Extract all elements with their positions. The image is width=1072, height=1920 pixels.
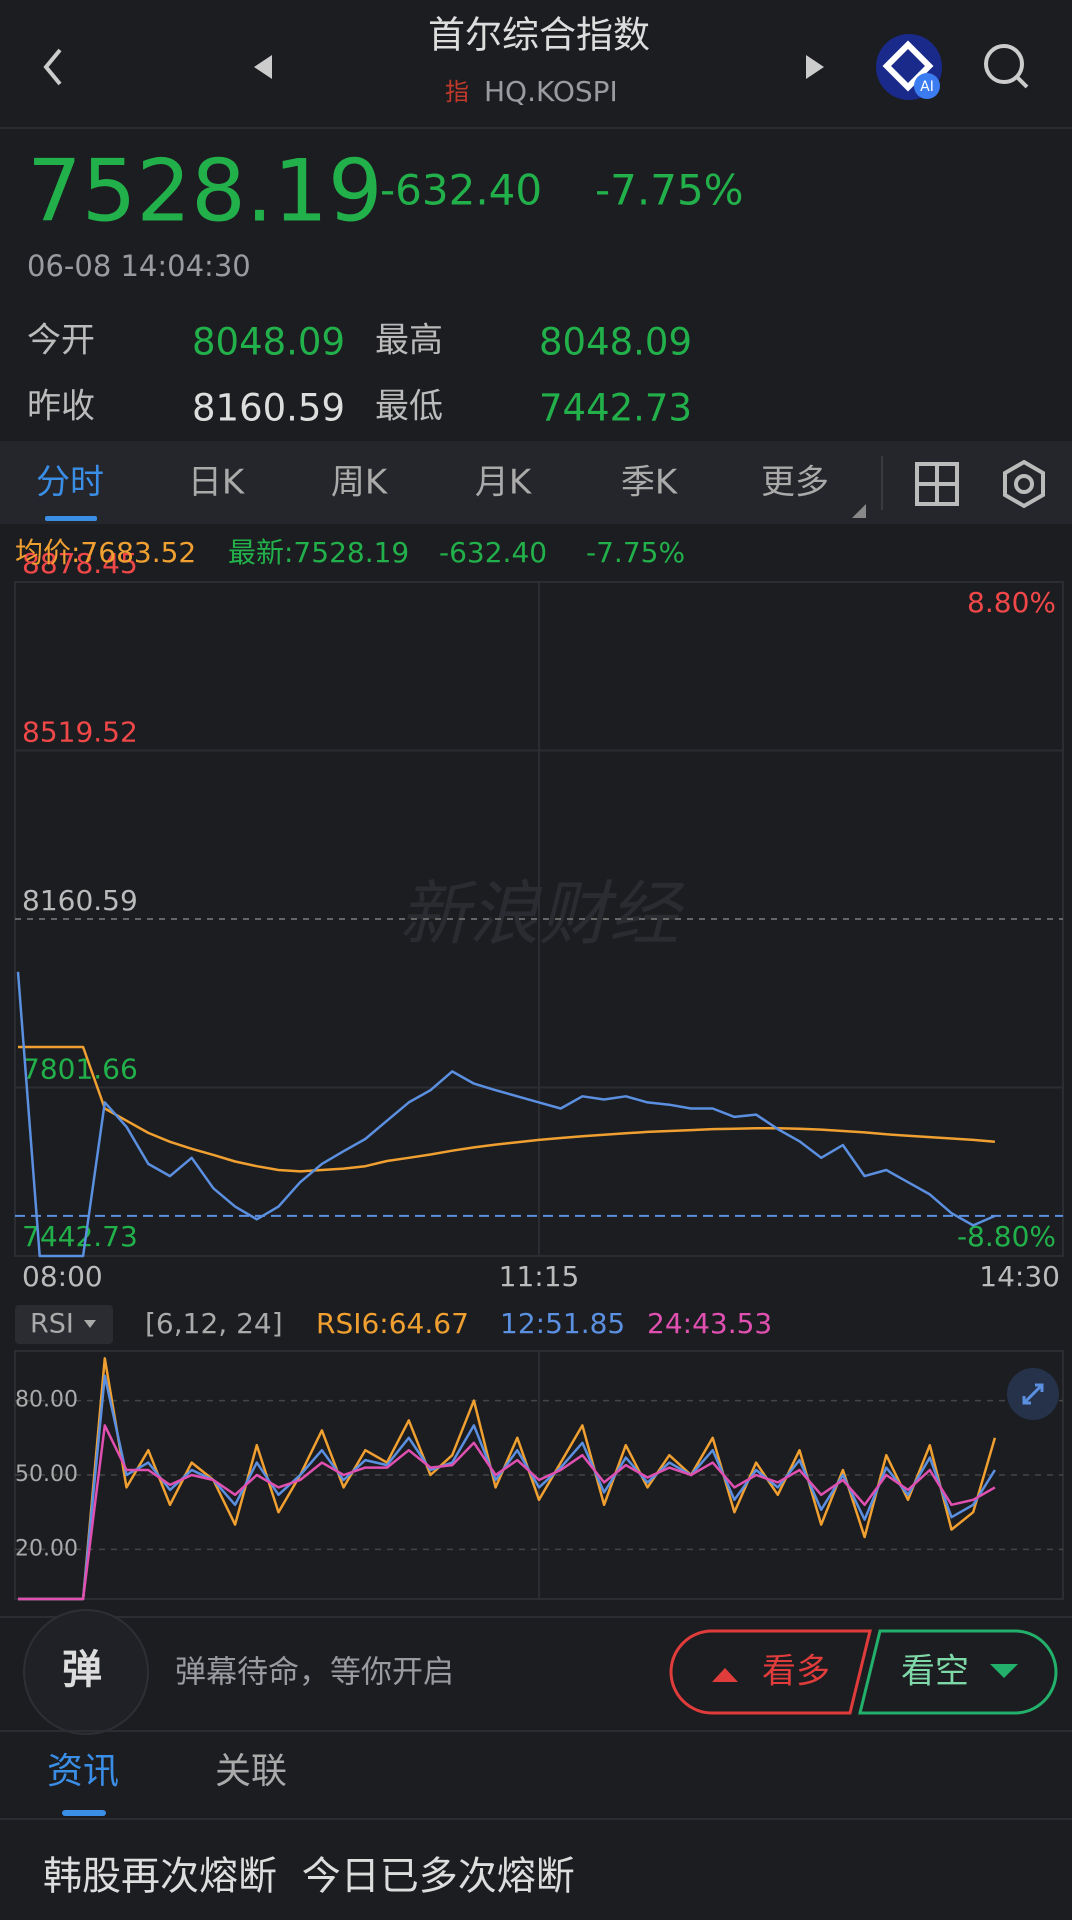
news-tab[interactable]: 资讯 [47, 1751, 119, 1792]
ai-label: AI [920, 79, 934, 95]
danmaku-icon: 弹 [62, 1647, 102, 1693]
legend-item: 最新:7528.19 [228, 536, 409, 569]
period-tabs: 分时 日K 周K 月K 季K 更多 [36, 463, 829, 503]
bearish-label: 看空 [901, 1652, 969, 1692]
period-tab[interactable]: 更多 [761, 463, 829, 503]
field-value: 8048.09 [192, 321, 345, 364]
bullish-label: 看多 [762, 1652, 830, 1692]
field-label: 昨收 [27, 387, 95, 427]
legend-item: 24:43.53 [647, 1307, 772, 1340]
last-price: 7528.19 [27, 141, 383, 241]
watermark: 新浪财经 [399, 873, 685, 955]
back-button[interactable] [43, 48, 62, 86]
x-tick-label: 11:15 [499, 1260, 580, 1293]
field-value: 7442.73 [539, 387, 692, 430]
danmaku-input[interactable]: 弹幕待命，等你开启 [175, 1655, 454, 1691]
y-tick-label: 8160.59 [22, 884, 138, 917]
tab-bar [0, 441, 1072, 524]
legend-annotation: -632.40 [439, 536, 547, 569]
field-label: 最低 [375, 387, 443, 427]
price-change: -632.40 [380, 166, 542, 215]
quote-time: 06-08 14:04:30 [27, 249, 251, 283]
legend-item: 均价:7683.52 [15, 536, 196, 569]
bullish-button[interactable] [669, 1629, 872, 1715]
y-tick-label: 8878.45 [22, 547, 138, 580]
period-tab[interactable]: 季K [621, 463, 679, 503]
news-tab[interactable]: 关联 [215, 1751, 287, 1792]
bearish-icon [990, 1664, 1018, 1678]
series-line [18, 1357, 997, 1601]
index-badge: 指 [445, 78, 469, 106]
next-button[interactable] [806, 55, 824, 79]
y-tick-label: 8519.52 [22, 716, 138, 749]
ai-button[interactable]: AI [876, 34, 942, 100]
period-tab[interactable]: 分时 [36, 463, 104, 503]
y-tick-label: 20.00 [15, 1536, 78, 1561]
field-label: 今开 [27, 321, 95, 361]
expand-icon [1022, 1383, 1044, 1405]
series-line [18, 1045, 996, 1173]
indicator-name: RSI [30, 1309, 74, 1340]
more-arrow [852, 504, 866, 518]
legend-annotation: -7.75% [586, 536, 685, 569]
series-line [16, 971, 996, 1258]
title: 首尔综合指数 [428, 14, 650, 57]
x-tick-label: 14:30 [979, 1260, 1060, 1293]
danmaku-toggle[interactable] [23, 1609, 149, 1735]
indicator-selector[interactable] [15, 1305, 113, 1344]
search-handle [1015, 75, 1029, 89]
field-value: 8160.59 [192, 387, 345, 430]
series-line [18, 1424, 996, 1601]
period-tab[interactable]: 日K [188, 463, 246, 503]
y-tick-label: 7442.73 [22, 1220, 138, 1253]
news-tab-indicator [62, 1810, 106, 1816]
y-tick-label: 7801.66 [22, 1053, 138, 1086]
selector-arrow [84, 1320, 96, 1328]
legend-item: RSI6:64.67 [316, 1307, 469, 1340]
search-icon [984, 44, 1024, 84]
field-label: 最高 [375, 321, 443, 361]
price-percent: -7.75% [595, 166, 744, 215]
y-tick-label: 80.00 [15, 1388, 78, 1413]
bearish-button[interactable] [858, 1629, 1058, 1715]
search-button[interactable] [984, 44, 1029, 89]
field-value: 8048.09 [539, 321, 692, 364]
settings-icon [1003, 459, 1045, 509]
ai-dot [914, 73, 940, 99]
code: HQ.KOSPI [484, 75, 618, 108]
tab-indicator [45, 516, 97, 521]
news-headline[interactable]: 韩股再次熔断 今日已多次熔断 [43, 1855, 575, 1900]
bullish-icon [712, 1668, 738, 1682]
period-tab[interactable]: 周K [331, 463, 389, 503]
settings-icon-center [1014, 474, 1034, 494]
period-tab[interactable]: 月K [475, 463, 533, 503]
indicator-params: [6,12, 24] [145, 1307, 283, 1340]
legend-item: 12:51.85 [500, 1307, 625, 1340]
x-tick-label: 08:00 [22, 1260, 103, 1293]
y2-tick-label: 8.80% [967, 586, 1056, 619]
settings-button[interactable] [1003, 459, 1045, 509]
charts: 7442.73 7801.66 8160.59 8519.52 8878.45 8.80%… [14, 536, 1064, 1601]
prev-button[interactable] [254, 55, 272, 79]
layout-button[interactable] [915, 462, 959, 506]
y-tick-label: 50.00 [15, 1462, 78, 1487]
